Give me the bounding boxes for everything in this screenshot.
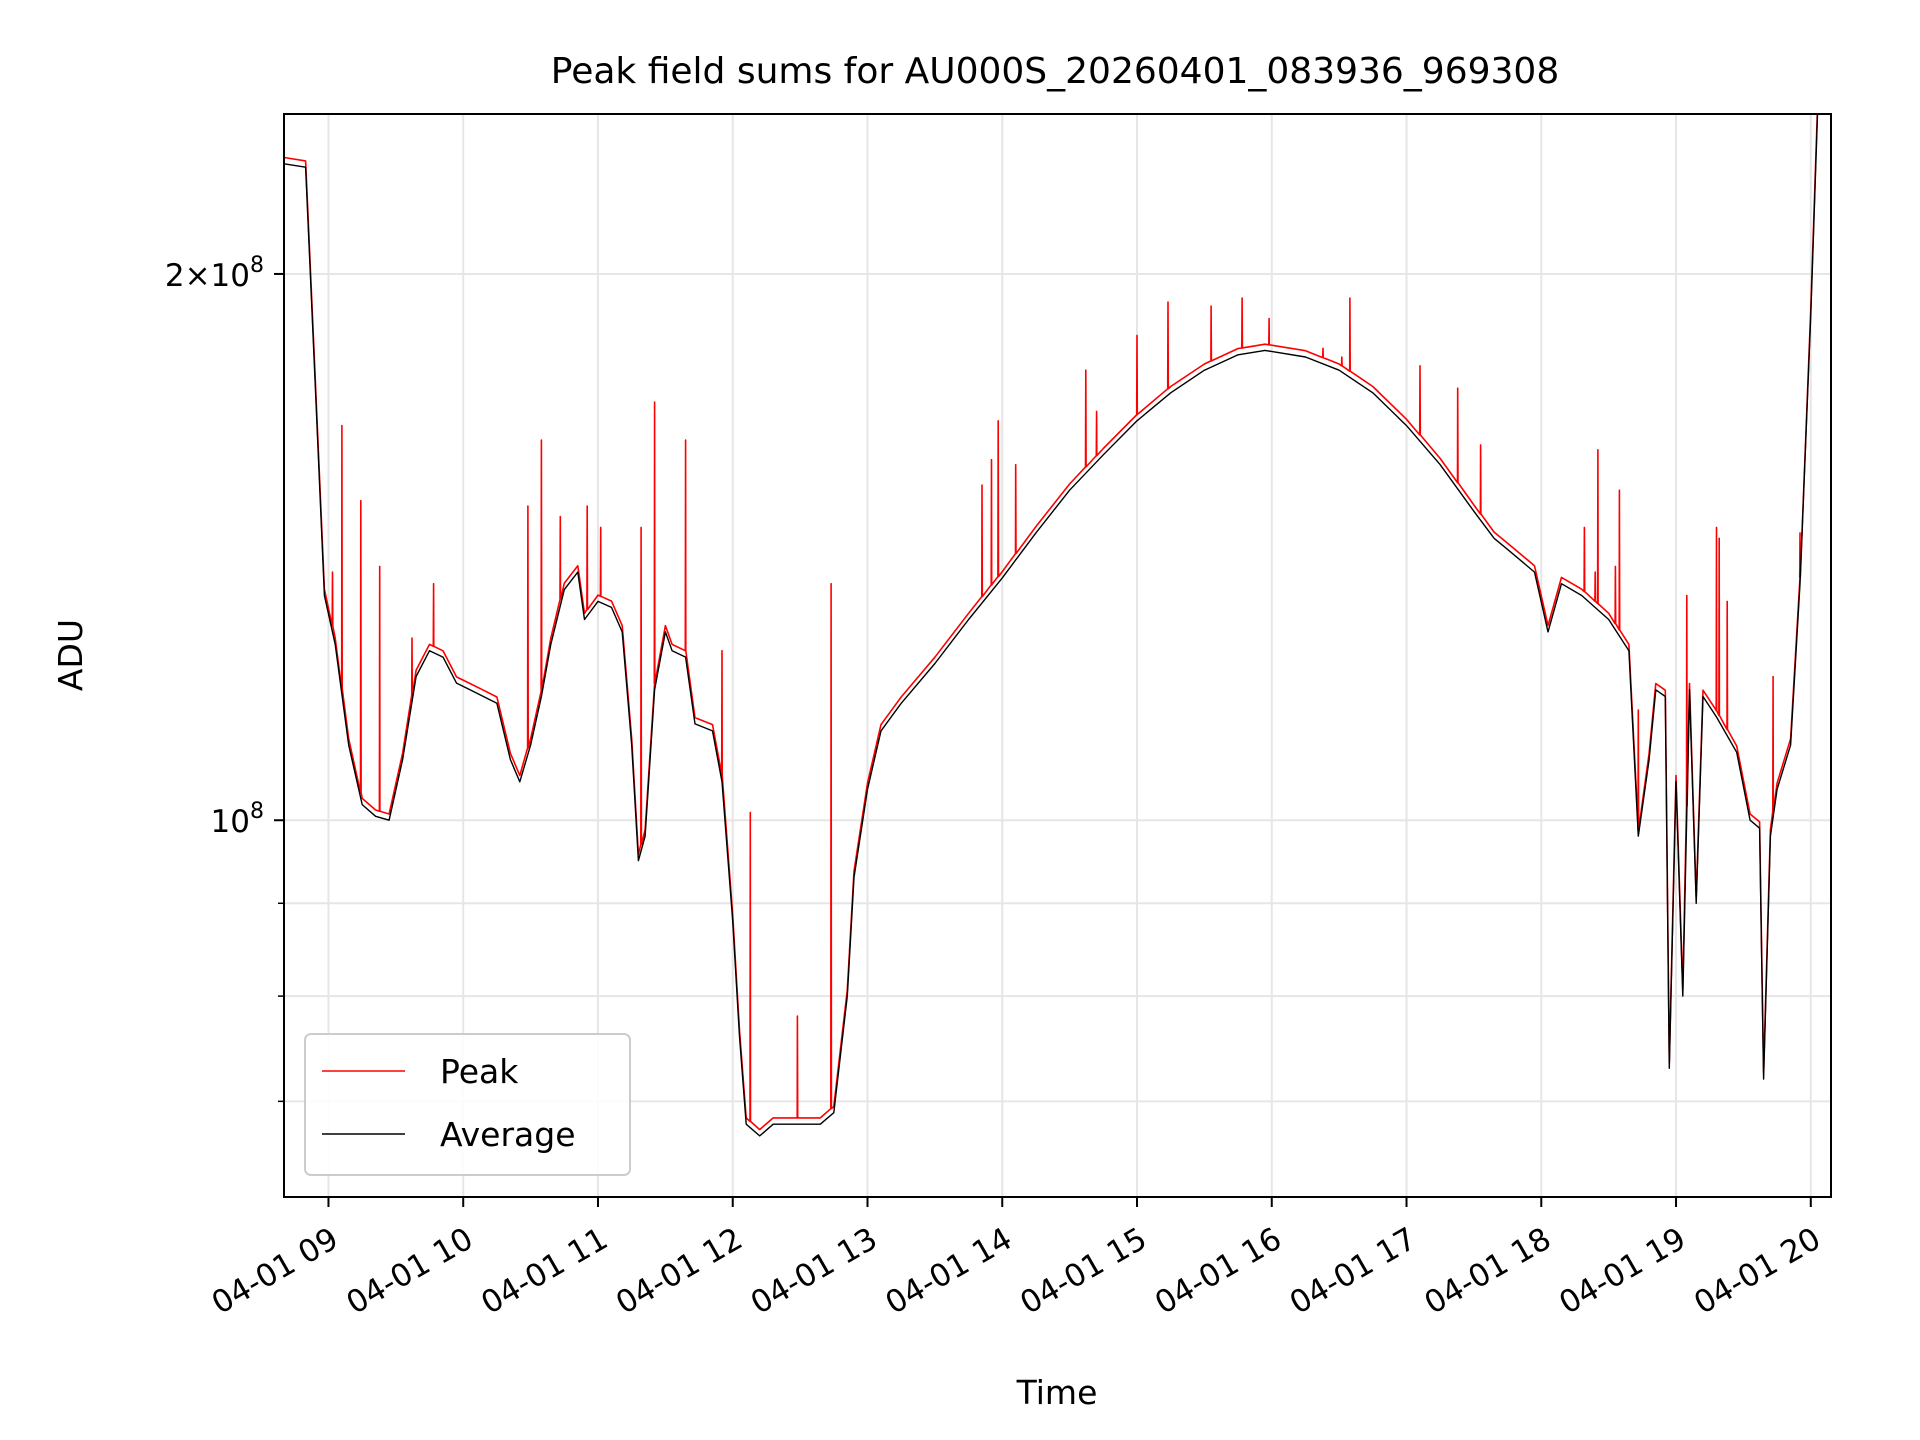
plot-area [284, 114, 1819, 1137]
y-tick-label: 108 [211, 799, 264, 840]
x-axis-label: Time [1016, 1373, 1098, 1412]
y-axis-label: ADU [51, 619, 90, 691]
legend-peak-label: Peak [440, 1052, 519, 1091]
peak-series [284, 114, 1819, 1131]
y-tick-label: 2×108 [165, 253, 264, 294]
average-series [284, 114, 1819, 1137]
legend-box [304, 1033, 631, 1176]
legend: Peak Average [304, 1033, 631, 1176]
y-axis: 108 2×108 [165, 253, 284, 1103]
legend-average-label: Average [440, 1115, 576, 1154]
grid [284, 114, 1831, 1197]
chart-title: Peak field sums for AU000S_20260401_0839… [551, 51, 1559, 92]
peak-line [284, 114, 1819, 1131]
plot-frame [283, 113, 1832, 1198]
average-line [284, 114, 1819, 1137]
